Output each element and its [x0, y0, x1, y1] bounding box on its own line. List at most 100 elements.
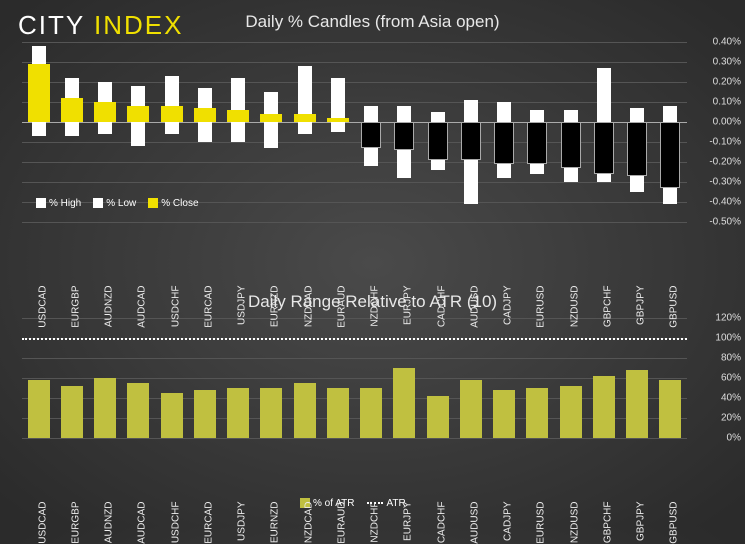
atr-bar-slot	[222, 318, 255, 438]
atr-bar-slot	[255, 318, 288, 438]
atr-bar-slot	[55, 318, 88, 438]
atr-bar	[427, 396, 449, 438]
x-tick-label: GBPJPY	[636, 286, 647, 325]
atr-bar	[260, 388, 282, 438]
atr-bar	[161, 393, 183, 438]
y-tick-label: 0.30%	[713, 57, 741, 68]
legend-label: % High	[49, 198, 81, 209]
atr-bar-slot	[155, 318, 188, 438]
x-tick-label: EURUSD	[536, 502, 547, 544]
x-tick-label: EURNZD	[270, 286, 281, 328]
atr-bar	[94, 378, 116, 438]
x-tick-label: CADJPY	[503, 286, 514, 325]
atr-bar	[560, 386, 582, 438]
atr-bar-slot	[621, 318, 654, 438]
x-tick-label: EURJPY	[403, 286, 414, 325]
atr-bar	[593, 376, 615, 438]
y-tick-label: 20%	[721, 413, 741, 424]
x-tick-label: EURUSD	[536, 286, 547, 328]
candle-close-marker	[260, 114, 282, 122]
candle-close-marker	[194, 108, 216, 122]
candle	[222, 42, 255, 222]
atr-bar	[327, 388, 349, 438]
candle-close-marker	[61, 98, 83, 122]
atr-bar	[28, 380, 50, 438]
x-tick-label: USDJPY	[237, 502, 248, 541]
candle-body	[627, 122, 647, 176]
candle-body	[494, 122, 514, 164]
y-tick-label: 60%	[721, 373, 741, 384]
legend-item: % Low	[93, 198, 136, 209]
legend-swatch	[36, 198, 46, 208]
candle	[89, 42, 122, 222]
chart2-legend: % of ATRATR	[300, 498, 406, 509]
candle	[288, 42, 321, 222]
atr-bar-slot	[587, 318, 620, 438]
candle	[421, 42, 454, 222]
atr-bar-slot	[288, 318, 321, 438]
x-tick-label: AUDUSD	[469, 502, 480, 544]
candle	[388, 42, 421, 222]
legend-swatch	[148, 198, 158, 208]
candle	[155, 42, 188, 222]
x-tick-label: EURAUD	[336, 286, 347, 328]
y-tick-label: 0.20%	[713, 77, 741, 88]
candle-close-marker	[94, 102, 116, 122]
x-tick-label: NZDUSD	[569, 502, 580, 544]
y-tick-label: 0.00%	[713, 117, 741, 128]
y-tick-label: 100%	[715, 333, 741, 344]
atr-bar-slot	[388, 318, 421, 438]
atr-bar-slot	[654, 318, 687, 438]
candle-body	[461, 122, 481, 160]
gridline	[22, 222, 687, 223]
chart1-legend: % High % Low % Close	[36, 198, 199, 209]
atr-bar-slot	[454, 318, 487, 438]
candle	[454, 42, 487, 222]
y-tick-label: -0.10%	[709, 137, 741, 148]
atr-bar-slot	[521, 318, 554, 438]
atr-bar	[493, 390, 515, 438]
candle	[654, 42, 687, 222]
x-tick-label: EURCAD	[203, 286, 214, 328]
x-tick-label: NZDCHF	[370, 286, 381, 327]
legend-label: % Close	[161, 198, 198, 209]
candle-wick	[298, 66, 312, 134]
atr-bar	[61, 386, 83, 438]
chart1-plot	[22, 42, 687, 222]
candle	[554, 42, 587, 222]
x-tick-label: NZDCAD	[303, 502, 314, 544]
legend-item: % High	[36, 198, 81, 209]
y-tick-label: -0.40%	[709, 197, 741, 208]
y-tick-label: -0.30%	[709, 177, 741, 188]
y-tick-label: -0.20%	[709, 157, 741, 168]
candle	[55, 42, 88, 222]
legend-label: % Low	[106, 198, 136, 209]
atr-bar	[460, 380, 482, 438]
candle-body	[394, 122, 414, 150]
candle-body	[527, 122, 547, 164]
candle-close-marker	[227, 110, 249, 122]
candle	[188, 42, 221, 222]
candle-close-marker	[327, 118, 349, 122]
candle	[255, 42, 288, 222]
y-tick-label: 0%	[727, 433, 741, 444]
candle-close-marker	[127, 106, 149, 122]
atr-bar-slot	[421, 318, 454, 438]
y-tick-label: 0.40%	[713, 37, 741, 48]
atr-bar	[393, 368, 415, 438]
legend-label: % of ATR	[313, 498, 355, 509]
candle-close-marker	[294, 114, 316, 122]
candle-body	[428, 122, 448, 160]
x-tick-label: AUDNZD	[104, 502, 115, 544]
candle	[521, 42, 554, 222]
atr-bar-slot	[355, 318, 388, 438]
x-tick-label: NZDUSD	[569, 286, 580, 328]
atr-bar	[294, 383, 316, 438]
x-tick-label: AUDCAD	[137, 502, 148, 544]
candle-body	[660, 122, 680, 188]
atr-bar-slot	[188, 318, 221, 438]
candle-wick	[165, 76, 179, 134]
x-tick-label: CADCHF	[436, 286, 447, 328]
y-tick-label: 80%	[721, 353, 741, 364]
x-tick-label: USDJPY	[237, 286, 248, 325]
